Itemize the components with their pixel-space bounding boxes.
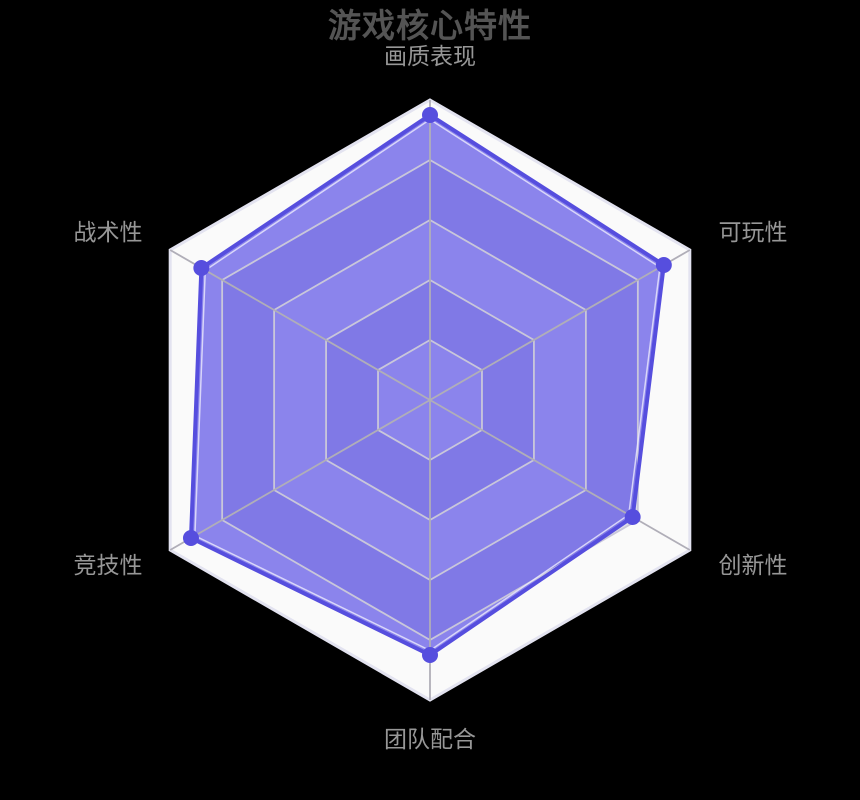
axis-label-tuandui-peihe: 团队配合 <box>384 726 476 752</box>
data-point[interactable] <box>182 530 199 546</box>
radial-axis-line <box>169 249 431 401</box>
data-point[interactable] <box>624 509 641 525</box>
radial-axis-line <box>169 399 431 551</box>
axis-label-huazhi-biaoxian: 画质表现 <box>384 43 476 69</box>
axis-label-kewanxing: 可玩性 <box>718 219 788 245</box>
axis-label-jingjixing: 竞技性 <box>73 552 143 578</box>
data-point[interactable] <box>655 257 672 273</box>
radial-axis-line <box>429 399 691 551</box>
axis-label-chuangxinxing: 创新性 <box>718 552 788 578</box>
axis-label-zhanshuxing: 战术性 <box>73 219 143 245</box>
radar-series-area[interactable] <box>190 115 664 655</box>
data-point[interactable] <box>422 107 438 123</box>
chart-title: 游戏核心特性 <box>328 7 532 44</box>
data-point[interactable] <box>422 647 438 663</box>
radial-axis-line <box>429 249 691 401</box>
data-point[interactable] <box>193 260 210 276</box>
